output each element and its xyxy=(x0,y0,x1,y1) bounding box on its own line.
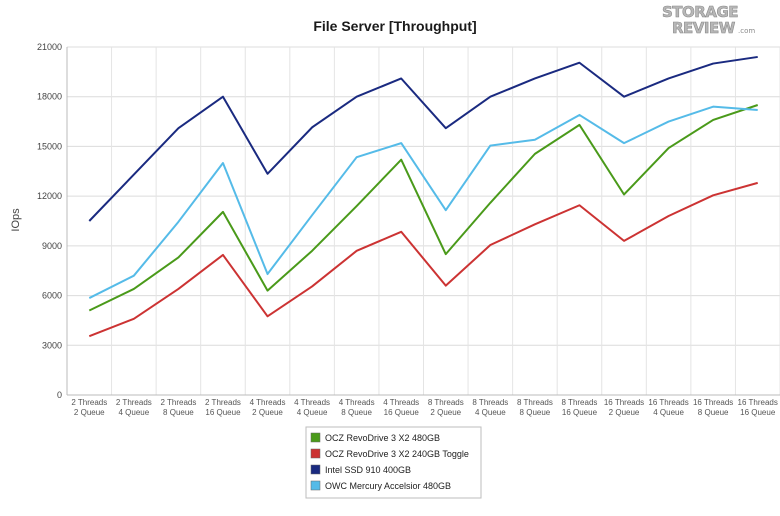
legend-swatch xyxy=(310,432,321,443)
x-tick-label-queue: 4 Queue xyxy=(653,408,684,417)
series-line-1 xyxy=(88,104,759,312)
storagereview-logo: STORAGE REVIEW .com xyxy=(662,3,756,38)
x-tick-label-threads: 16 Threads xyxy=(648,398,688,407)
y-tick-label: 15000 xyxy=(37,141,62,151)
x-tick-label-queue: 16 Queue xyxy=(205,408,241,417)
series-line-2 xyxy=(88,181,758,338)
y-tick-label: 3000 xyxy=(42,340,62,350)
x-tick-label-threads: 8 Threads xyxy=(562,398,598,407)
x-tick-label-queue: 8 Queue xyxy=(520,408,551,417)
x-tick-label-threads: 8 Threads xyxy=(472,398,508,407)
logo-line2: REVIEW xyxy=(672,19,736,37)
logo-line1: STORAGE xyxy=(662,3,738,21)
legend-swatch xyxy=(310,464,321,475)
logo-suffix: .com xyxy=(738,27,755,35)
x-tick-label-queue: 16 Queue xyxy=(740,408,776,417)
x-tick-label-queue: 4 Queue xyxy=(475,408,506,417)
x-tick-label-threads: 2 Threads xyxy=(160,398,196,407)
x-tick-label-threads: 2 Threads xyxy=(116,398,152,407)
x-tick-label-queue: 4 Queue xyxy=(118,408,149,417)
x-tick-label-threads: 4 Threads xyxy=(383,398,419,407)
x-tick-label-threads: 16 Threads xyxy=(604,398,644,407)
series-line-3 xyxy=(88,55,758,222)
chart-title: File Server [Throughput] xyxy=(313,18,476,34)
grid xyxy=(66,46,780,396)
y-tick-label: 21000 xyxy=(37,42,62,52)
x-tick-label-threads: 2 Threads xyxy=(71,398,107,407)
x-tick-label-threads: 8 Threads xyxy=(517,398,553,407)
legend-label: OCZ RevoDrive 3 X2 240GB Toggle xyxy=(325,449,469,459)
x-tick-label-queue: 8 Queue xyxy=(163,408,194,417)
x-tick-label-queue: 16 Queue xyxy=(562,408,598,417)
x-tick-label-queue: 16 Queue xyxy=(384,408,420,417)
legend-swatch xyxy=(310,480,321,491)
y-tick-label: 0 xyxy=(57,390,62,400)
series-line-4 xyxy=(88,105,758,299)
x-tick-label-threads: 4 Threads xyxy=(339,398,375,407)
y-tick-label: 12000 xyxy=(37,191,62,201)
x-tick-label-queue: 2 Queue xyxy=(609,408,640,417)
x-tick-label-queue: 2 Queue xyxy=(74,408,105,417)
y-tick-label: 18000 xyxy=(37,92,62,102)
legend-label: OWC Mercury Accelsior 480GB xyxy=(325,481,451,491)
x-tick-label-queue: 2 Queue xyxy=(430,408,461,417)
x-tick-label-queue: 2 Queue xyxy=(252,408,283,417)
x-tick-label-threads: 2 Threads xyxy=(205,398,241,407)
x-tick-label-threads: 4 Threads xyxy=(250,398,286,407)
x-tick-label-queue: 4 Queue xyxy=(297,408,328,417)
legend-label: Intel SSD 910 400GB xyxy=(325,465,411,475)
legend: OCZ RevoDrive 3 X2 480GB OCZ RevoDrive 3 … xyxy=(305,426,482,499)
x-tick-label-threads: 16 Threads xyxy=(738,398,778,407)
axes: 0 3000 6000 9000 12000 15000 18000 21000 2 Threa… xyxy=(37,42,780,417)
y-axis-label: IOps xyxy=(10,208,22,232)
x-tick-label-threads: 8 Threads xyxy=(428,398,464,407)
legend-label: OCZ RevoDrive 3 X2 480GB xyxy=(325,433,440,443)
series-lines xyxy=(88,55,759,338)
x-tick-label-queue: 8 Queue xyxy=(698,408,729,417)
legend-swatch xyxy=(310,448,321,459)
y-tick-label: 6000 xyxy=(42,291,62,301)
x-tick-label-threads: 16 Threads xyxy=(693,398,733,407)
y-tick-label: 9000 xyxy=(42,241,62,251)
x-tick-label-threads: 4 Threads xyxy=(294,398,330,407)
x-tick-label-queue: 8 Queue xyxy=(341,408,372,417)
